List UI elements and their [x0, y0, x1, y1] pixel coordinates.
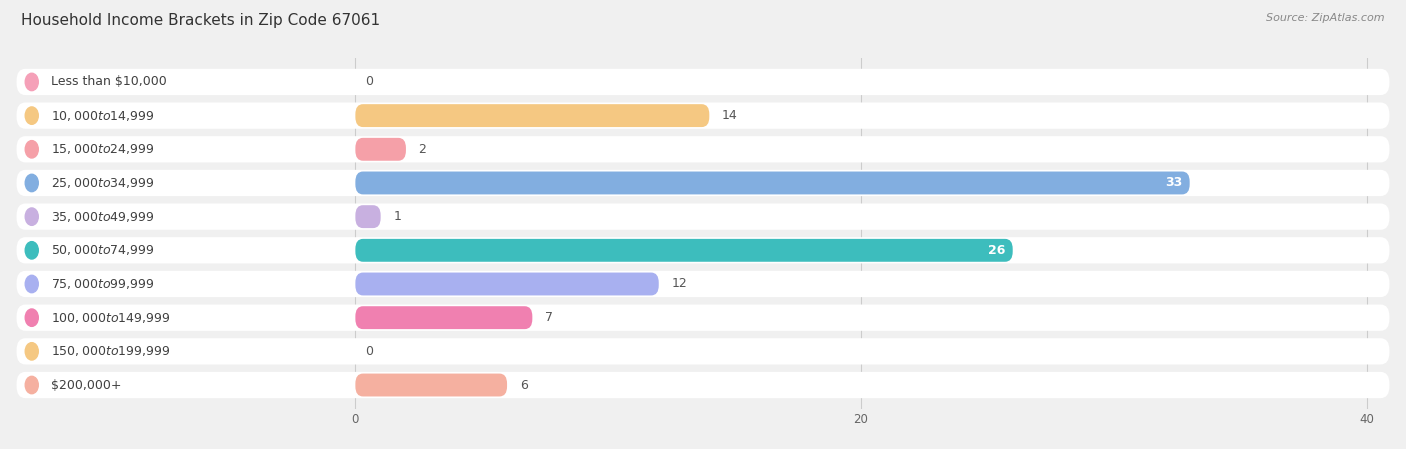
- Text: 14: 14: [721, 109, 738, 122]
- Text: $10,000 to $14,999: $10,000 to $14,999: [51, 109, 155, 123]
- FancyBboxPatch shape: [18, 138, 308, 161]
- FancyBboxPatch shape: [356, 239, 1012, 262]
- Text: 1: 1: [394, 210, 401, 223]
- FancyBboxPatch shape: [18, 70, 308, 93]
- Text: $75,000 to $99,999: $75,000 to $99,999: [51, 277, 155, 291]
- Circle shape: [25, 208, 38, 225]
- Circle shape: [25, 107, 38, 124]
- Circle shape: [25, 376, 38, 394]
- Circle shape: [25, 343, 38, 360]
- Text: 2: 2: [419, 143, 426, 156]
- Text: 26: 26: [988, 244, 1005, 257]
- Text: $200,000+: $200,000+: [51, 379, 121, 392]
- FancyBboxPatch shape: [17, 203, 1389, 230]
- Text: 0: 0: [366, 345, 374, 358]
- Text: $150,000 to $199,999: $150,000 to $199,999: [51, 344, 170, 358]
- Circle shape: [25, 174, 38, 192]
- FancyBboxPatch shape: [17, 372, 1389, 398]
- FancyBboxPatch shape: [18, 104, 308, 127]
- FancyBboxPatch shape: [17, 271, 1389, 297]
- Text: $25,000 to $34,999: $25,000 to $34,999: [51, 176, 155, 190]
- Text: $35,000 to $49,999: $35,000 to $49,999: [51, 210, 155, 224]
- Circle shape: [25, 275, 38, 293]
- Circle shape: [25, 141, 38, 158]
- Text: 0: 0: [366, 75, 374, 88]
- FancyBboxPatch shape: [17, 237, 1389, 264]
- Text: Household Income Brackets in Zip Code 67061: Household Income Brackets in Zip Code 67…: [21, 13, 380, 28]
- FancyBboxPatch shape: [356, 104, 709, 127]
- FancyBboxPatch shape: [356, 374, 508, 396]
- Text: Source: ZipAtlas.com: Source: ZipAtlas.com: [1267, 13, 1385, 23]
- FancyBboxPatch shape: [18, 239, 308, 262]
- FancyBboxPatch shape: [17, 304, 1389, 331]
- Text: $100,000 to $149,999: $100,000 to $149,999: [51, 311, 170, 325]
- Circle shape: [25, 73, 38, 91]
- FancyBboxPatch shape: [356, 306, 533, 329]
- FancyBboxPatch shape: [356, 138, 406, 161]
- FancyBboxPatch shape: [17, 136, 1389, 163]
- FancyBboxPatch shape: [18, 340, 308, 363]
- FancyBboxPatch shape: [17, 170, 1389, 196]
- Text: Less than $10,000: Less than $10,000: [51, 75, 166, 88]
- Circle shape: [25, 309, 38, 326]
- Text: 7: 7: [546, 311, 553, 324]
- FancyBboxPatch shape: [356, 172, 1189, 194]
- FancyBboxPatch shape: [17, 102, 1389, 129]
- FancyBboxPatch shape: [18, 374, 308, 396]
- FancyBboxPatch shape: [356, 273, 659, 295]
- Text: 12: 12: [672, 277, 688, 291]
- FancyBboxPatch shape: [356, 205, 381, 228]
- FancyBboxPatch shape: [18, 205, 308, 228]
- FancyBboxPatch shape: [17, 69, 1389, 95]
- FancyBboxPatch shape: [18, 306, 308, 329]
- Circle shape: [25, 242, 38, 259]
- Text: $15,000 to $24,999: $15,000 to $24,999: [51, 142, 155, 156]
- Text: 6: 6: [520, 379, 527, 392]
- FancyBboxPatch shape: [18, 172, 308, 194]
- Text: $50,000 to $74,999: $50,000 to $74,999: [51, 243, 155, 257]
- FancyBboxPatch shape: [18, 273, 308, 295]
- Text: 33: 33: [1164, 176, 1182, 189]
- FancyBboxPatch shape: [17, 338, 1389, 365]
